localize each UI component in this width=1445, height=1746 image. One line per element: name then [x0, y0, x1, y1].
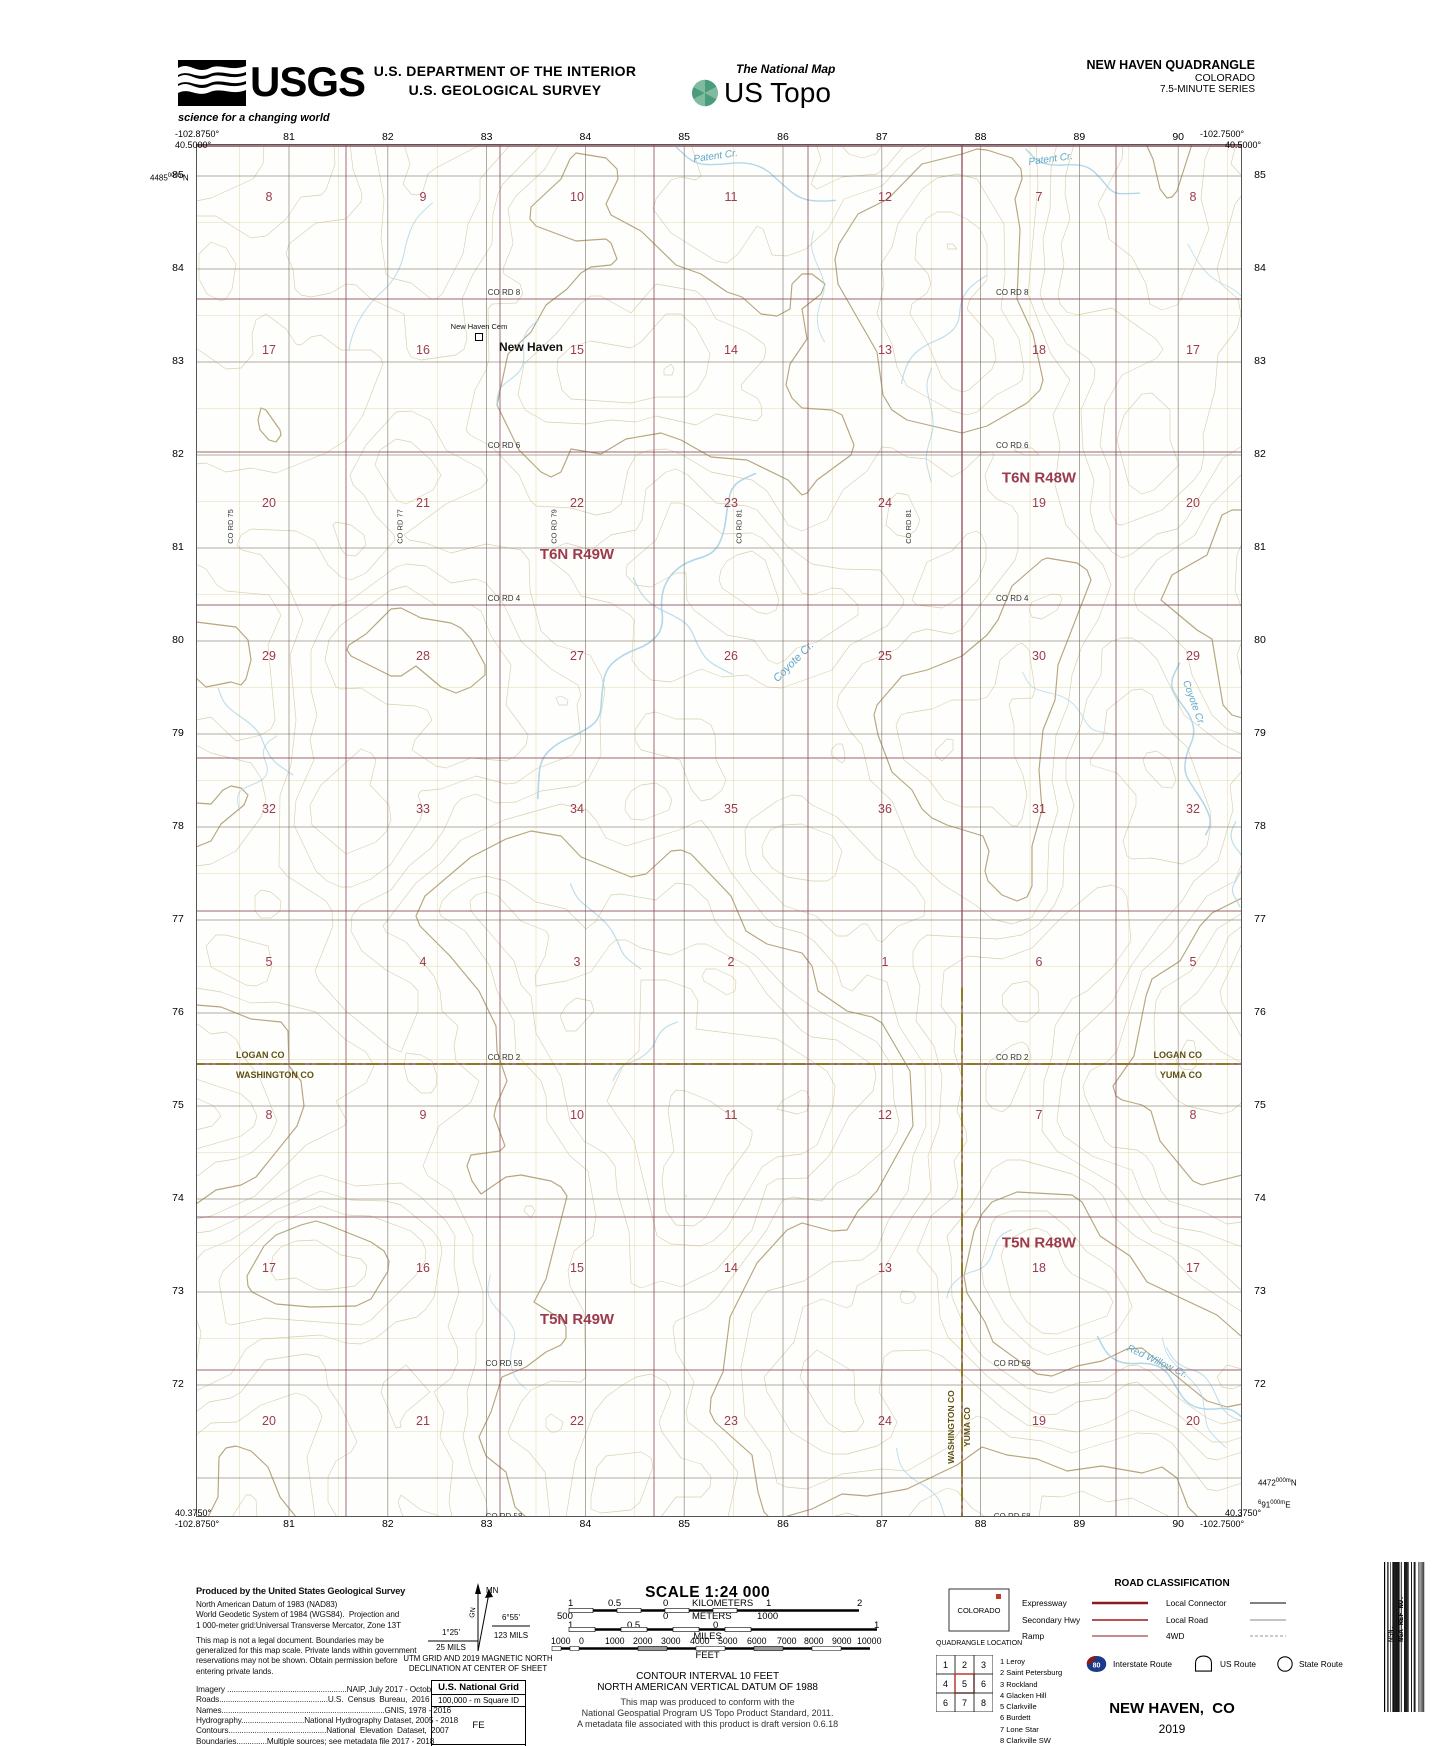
- svg-text:NGA REF NO.: NGA REF NO.: [1398, 1596, 1406, 1642]
- svg-text:7: 7: [962, 1698, 967, 1708]
- svg-text:3: 3: [981, 1660, 986, 1670]
- svg-text:1: 1: [943, 1660, 948, 1670]
- svg-text:2: 2: [962, 1660, 967, 1670]
- svg-text:MN: MN: [486, 1586, 499, 1595]
- svg-text:5: 5: [962, 1679, 967, 1689]
- svg-text:COLORADO: COLORADO: [958, 1606, 1001, 1615]
- svg-text:1°25': 1°25': [442, 1628, 461, 1637]
- svg-text:25 MILS: 25 MILS: [436, 1643, 466, 1652]
- svg-text:4: 4: [943, 1679, 948, 1689]
- svg-text:8: 8: [981, 1698, 986, 1708]
- svg-text:6°55': 6°55': [502, 1613, 521, 1622]
- svg-text:80: 80: [1093, 1663, 1101, 1670]
- svg-text:123 MILS: 123 MILS: [494, 1631, 528, 1640]
- svg-text:NSN.: NSN.: [1388, 1625, 1396, 1642]
- svg-text:6: 6: [943, 1698, 948, 1708]
- svg-text:6: 6: [981, 1679, 986, 1689]
- svg-text:GN: GN: [469, 1607, 477, 1618]
